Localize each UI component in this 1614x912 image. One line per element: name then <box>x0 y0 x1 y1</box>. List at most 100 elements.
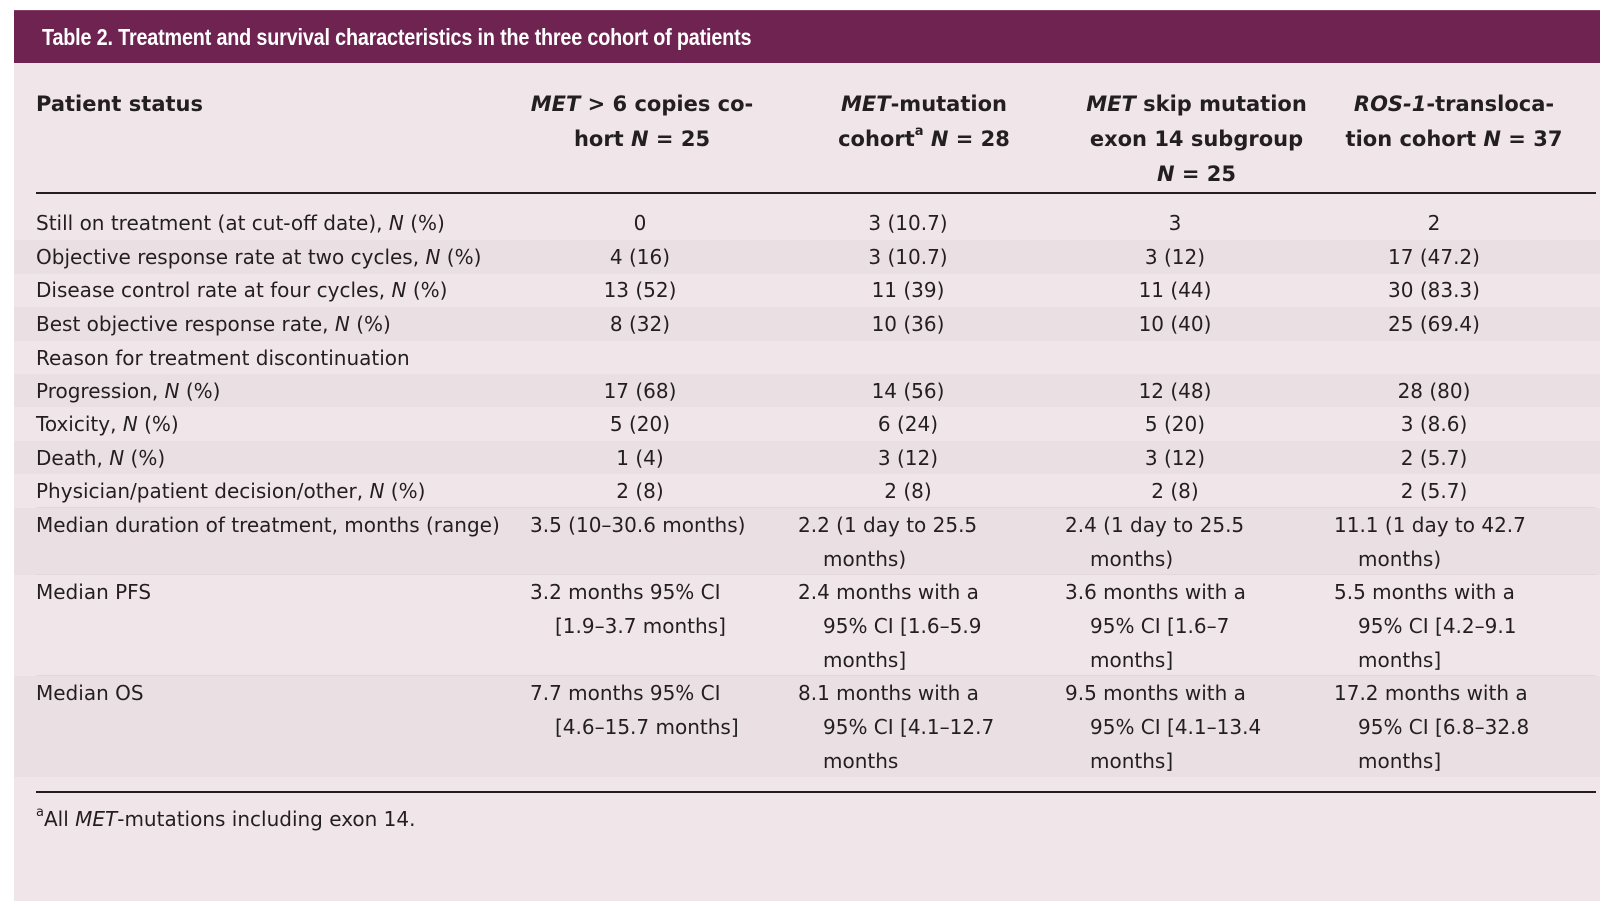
cell-value: 3.6 months with a <box>1065 580 1246 604</box>
cell-value: months) <box>823 547 907 571</box>
row-label-text: Median duration of treatment, months (ra… <box>36 513 500 537</box>
cell-value: 10 (40) <box>1138 312 1212 336</box>
row-label-text: Reason for treatment discontinuation <box>36 346 410 370</box>
row-label-text: Death, <box>36 446 110 470</box>
header-text: hort <box>573 127 632 151</box>
row-label-suffix: (%) <box>440 245 482 269</box>
cell-value: 6 (24) <box>877 412 939 436</box>
cell-value: 2 (5.7) <box>1400 446 1468 470</box>
cell-value: 2.4 months with a <box>798 580 979 604</box>
table-row: Death, N (%) 1 (4) 3 (12) 3 (12) 2 (5.7) <box>14 441 1600 474</box>
header-patient-status: Patient status <box>36 87 203 122</box>
header-text: exon 14 subgroup <box>1089 127 1304 151</box>
row-label-text: Best objective response rate, <box>36 312 335 336</box>
cell-value: months] <box>1090 749 1174 773</box>
cell-value: 13 (52) <box>603 278 677 302</box>
header-met-label: MET <box>530 92 581 116</box>
cell-value: 8.1 months with a <box>798 681 979 705</box>
header-met-mutation-cohort: MET-mutation cohorta N = 28 <box>809 87 1039 157</box>
header-n-value: = 37 <box>1501 127 1563 151</box>
row-label-n: N <box>425 245 441 269</box>
cell-value: 7.7 months 95% CI <box>530 681 721 705</box>
cell-value: 3 (8.6) <box>1400 412 1468 436</box>
footnote-marker: a <box>36 805 44 821</box>
cell-value: [4.6–15.7 months] <box>555 715 739 739</box>
row-label-text: Still on treatment (at cut-off date), <box>36 211 389 235</box>
footnote-marker: a <box>914 124 924 139</box>
table-row: Reason for treatment discontinuation <box>14 341 1600 374</box>
cell-value: 17 (47.2) <box>1388 245 1480 269</box>
cell-value: 0 <box>633 211 647 235</box>
cell-value: 5 (20) <box>1144 412 1206 436</box>
cell-value: 11 (44) <box>1138 278 1212 302</box>
header-text: cohort <box>838 127 915 151</box>
table-footnote: aAll MET-mutations including exon 14. <box>36 805 416 831</box>
table-row: Best objective response rate, N (%) 8 (32… <box>14 307 1600 341</box>
bottom-rule <box>36 791 1596 793</box>
footnote-met-label: MET <box>75 807 118 831</box>
row-label-text: Disease control rate at four cycles, <box>36 278 392 302</box>
header-n-label: N <box>1483 127 1501 151</box>
cell-value: 25 (69.4) <box>1388 312 1480 336</box>
cell-value: 9.5 months with a <box>1065 681 1246 705</box>
table-row: Still on treatment (at cut-off date), N … <box>14 206 1600 240</box>
footnote-text: -mutations including exon 14. <box>117 807 416 831</box>
row-label: Median OS <box>36 676 144 710</box>
table-row: Objective response rate at two cycles, N… <box>14 240 1600 274</box>
header-text: -transloca- <box>1426 92 1555 116</box>
header-ros1-label: ROS-1 <box>1353 92 1427 116</box>
cell-value: 95% CI [4.1–13.4 <box>1090 715 1262 739</box>
row-label-n: N <box>391 278 407 302</box>
cell-value: 3 (12) <box>1144 245 1206 269</box>
cell-value: months) <box>1358 547 1442 571</box>
row-label: Reason for treatment discontinuation <box>36 341 410 375</box>
row-label-text: Progression, <box>36 379 165 403</box>
cell-value: 28 (80) <box>1397 379 1471 403</box>
cell-value: 95% CI [1.6–5.9 <box>823 614 982 638</box>
cell-value: 17.2 months with a <box>1334 681 1528 705</box>
row-divider <box>36 574 1596 575</box>
row-label: Still on treatment (at cut-off date), N … <box>36 206 445 240</box>
cell-value: [1.9–3.7 months] <box>555 614 726 638</box>
cell-value: months) <box>1090 547 1174 571</box>
row-label-n: N <box>122 412 138 436</box>
table-title-bar: Table 2. Treatment and survival characte… <box>14 10 1600 63</box>
header-n-label: N <box>631 127 649 151</box>
row-label: Physician/patient decision/other, N (%) <box>36 474 425 508</box>
row-label-text: Toxicity, <box>36 412 123 436</box>
row-label: Best objective response rate, N (%) <box>36 307 391 341</box>
cell-value: 11.1 (1 day to 42.7 <box>1334 513 1526 537</box>
row-divider <box>36 675 1596 676</box>
row-label: Death, N (%) <box>36 441 165 475</box>
cell-value: 2.4 (1 day to 25.5 <box>1065 513 1245 537</box>
cell-value: 3 (10.7) <box>868 211 948 235</box>
row-label-n: N <box>109 446 125 470</box>
cell-value: 8 (32) <box>609 312 671 336</box>
header-n-value: = 25 <box>1174 162 1237 186</box>
cell-value: 95% CI [6.8–32.8 <box>1358 715 1530 739</box>
cell-value: 3 (10.7) <box>868 245 948 269</box>
header-rule <box>36 192 1596 194</box>
table-row: Progression, N (%) 17 (68) 14 (56) 12 (48) 2… <box>14 374 1600 407</box>
row-label-suffix: (%) <box>124 446 166 470</box>
row-label-text: Objective response rate at two cycles, <box>36 245 426 269</box>
header-n-value: = 25 <box>648 127 711 151</box>
cell-value: months] <box>1358 749 1442 773</box>
cell-value: 2 (8) <box>1151 479 1199 503</box>
cell-value: 95% CI [4.1–12.7 <box>823 715 995 739</box>
cell-value: 2.2 (1 day to 25.5 <box>798 513 978 537</box>
row-label-n: N <box>334 312 350 336</box>
row-label-text: Median PFS <box>36 580 152 604</box>
row-label: Objective response rate at two cycles, N… <box>36 240 481 274</box>
cell-value: 14 (56) <box>871 379 945 403</box>
table-header: Patient status MET > 6 copies co- hort N… <box>14 63 1600 211</box>
row-label: Progression, N (%) <box>36 374 220 408</box>
header-text: > 6 copies co- <box>580 92 754 116</box>
cell-value: 3 (12) <box>1144 446 1206 470</box>
row-label: Toxicity, N (%) <box>36 407 179 441</box>
cell-value: 4 (16) <box>609 245 671 269</box>
row-label-text: Physician/patient decision/other, <box>36 479 370 503</box>
row-label: Disease control rate at four cycles, N (… <box>36 273 447 307</box>
header-n-value: = 28 <box>948 127 1010 151</box>
cell-value: 12 (48) <box>1138 379 1212 403</box>
